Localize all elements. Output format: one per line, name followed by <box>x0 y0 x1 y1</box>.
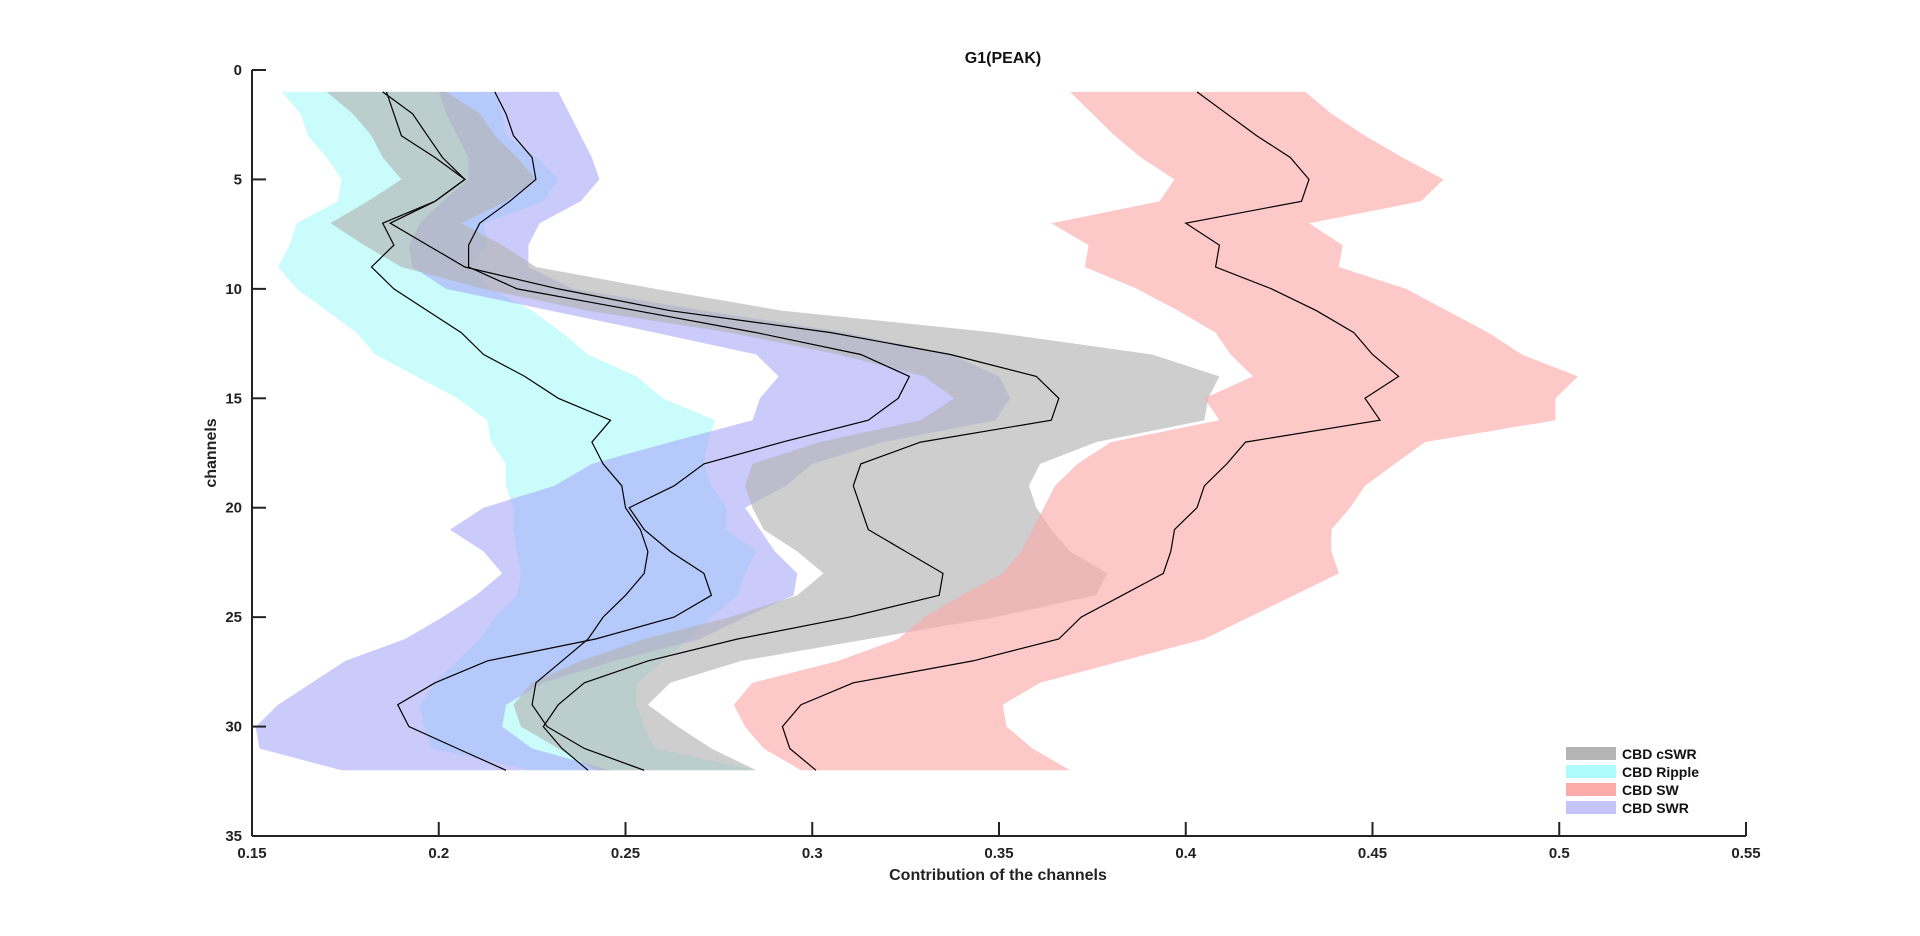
x-axis-label: Contribution of the channels <box>889 867 1107 884</box>
y-tick-label: 5 <box>234 171 242 188</box>
legend-label: CBD SWR <box>1622 800 1689 816</box>
legend-swatch <box>1566 765 1616 778</box>
mean-line-cbd-cswr <box>382 91 1060 771</box>
x-tick-label: 0.15 <box>237 845 266 862</box>
x-tick-label: 0.35 <box>984 845 1013 862</box>
y-axis-label: channels <box>203 418 220 487</box>
x-tick-label: 0.5 <box>1549 845 1570 862</box>
x-tick-label: 0.25 <box>611 845 640 862</box>
x-tick-label: 0.3 <box>802 845 823 862</box>
x-tick-label: 0.55 <box>1731 845 1760 862</box>
y-tick-group: 0 5 10 15 20 25 30 35 <box>225 62 266 845</box>
legend: CBD cSWR CBD Ripple CBD SW CBD SWR <box>1566 746 1699 816</box>
y-tick-label: 30 <box>225 719 242 736</box>
x-tick-group: 0.15 0.2 0.25 0.3 0.35 0.4 0.45 0.5 0.55 <box>237 822 1761 862</box>
mean-line-layer <box>370 91 1400 771</box>
legend-swatch <box>1566 783 1616 796</box>
x-tick-label: 0.45 <box>1358 845 1387 862</box>
legend-label: CBD Ripple <box>1622 764 1699 780</box>
legend-swatch <box>1566 747 1616 760</box>
y-tick-label: 20 <box>225 500 242 517</box>
legend-label: CBD cSWR <box>1622 746 1697 762</box>
x-tick-label: 0.2 <box>428 845 449 862</box>
y-tick-label: 0 <box>234 62 242 79</box>
band-layer <box>255 91 1578 771</box>
y-tick-label: 10 <box>225 281 242 298</box>
x-tick-label: 0.4 <box>1175 845 1197 862</box>
chart-title: G1(PEAK) <box>965 50 1041 67</box>
legend-label: CBD SW <box>1622 782 1680 798</box>
legend-swatch <box>1566 801 1616 814</box>
y-tick-label: 15 <box>225 390 242 407</box>
mean-line-cbd-sw <box>781 91 1400 771</box>
y-tick-label: 35 <box>225 828 242 845</box>
mean-line-cbd-swr <box>396 91 911 771</box>
band-cbd-sw <box>733 91 1578 771</box>
y-tick-label: 25 <box>225 609 242 626</box>
